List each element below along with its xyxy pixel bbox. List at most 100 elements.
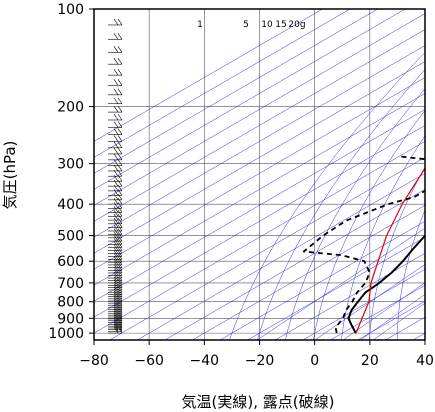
mixing-ratio-label: 5 — [243, 20, 249, 30]
wind-barb — [117, 301, 123, 308]
y-tick-label: 800 — [57, 295, 84, 311]
wind-barb — [113, 228, 119, 235]
x-tick-label: −60 — [134, 353, 164, 369]
temperature-line — [347, 234, 425, 334]
wind-barb — [117, 58, 123, 65]
wind-barb — [117, 321, 123, 329]
wind-barb — [113, 314, 119, 321]
isotherm-line — [94, 9, 351, 158]
y-tick-label: 200 — [57, 100, 84, 116]
isotherm-line — [94, 29, 425, 222]
wind-barb — [117, 113, 123, 121]
mixing-ratio-label: 15 — [275, 20, 286, 30]
wind-barb — [113, 310, 119, 318]
wind-barb — [113, 189, 119, 196]
wind-barb — [117, 159, 123, 166]
dewpoint-line — [302, 155, 425, 334]
dry-adiabat-line — [285, 88, 425, 340]
wind-barbs — [108, 9, 123, 334]
mixing-ratio-lines — [257, 227, 425, 340]
isotherm-line — [94, 13, 425, 206]
wind-barb — [113, 128, 119, 135]
wind-barb — [117, 197, 123, 205]
isotherm-line — [247, 236, 425, 340]
wind-barb — [113, 294, 119, 302]
wind-barb — [113, 105, 119, 113]
wind-barb — [117, 283, 123, 291]
wind-barb — [113, 202, 119, 209]
x-tick-label: 20 — [361, 353, 379, 369]
y-tick-label: 500 — [57, 229, 84, 245]
wind-barb — [117, 290, 123, 297]
y-tick-label: 700 — [57, 276, 84, 292]
wind-barb — [113, 164, 119, 172]
wind-barb — [113, 206, 119, 213]
dry-adiabat-line — [229, 52, 425, 340]
wind-barb — [117, 33, 123, 40]
wind-barb — [117, 210, 123, 217]
wind-barb — [117, 79, 123, 86]
wind-barb — [113, 68, 119, 76]
wind-barb — [113, 213, 119, 221]
wind-barb — [117, 18, 123, 26]
mixing-ratio-label: 10 — [261, 20, 273, 30]
wind-barb — [117, 147, 123, 155]
isotherm-line — [94, 109, 425, 302]
mixing-ratio-labels: 1 5 10 15 20g — [197, 20, 305, 30]
wind-barb — [113, 210, 119, 217]
wind-barb — [117, 46, 123, 53]
isotherm-line — [385, 316, 425, 340]
wind-barb — [113, 46, 119, 53]
wind-barb — [113, 97, 119, 104]
wind-barb — [117, 296, 123, 304]
wind-barb — [113, 153, 119, 161]
isotherm-line — [109, 157, 425, 340]
wind-barb — [113, 299, 119, 306]
isotherm-line — [219, 220, 425, 340]
mixing-ratio-label: 1 — [197, 20, 203, 30]
mixing-ratio-label: 20g — [288, 20, 305, 30]
x-tick-label: 0 — [310, 353, 319, 369]
wind-barb — [117, 135, 123, 142]
wind-barb — [117, 320, 123, 327]
wind-barb — [113, 231, 119, 238]
isotherm-line — [94, 45, 425, 238]
dry-adiabat-line — [424, 311, 425, 340]
wind-barb — [113, 79, 119, 86]
isotherm-line — [94, 9, 378, 174]
dry-adiabat-lines — [229, 52, 425, 340]
wind-barb — [117, 312, 123, 320]
wind-barb — [117, 308, 123, 316]
wind-barb — [113, 264, 119, 271]
wind-barb — [113, 307, 119, 314]
wind-barb — [113, 113, 119, 121]
isotherm-line — [94, 9, 323, 142]
mixing-ratio-line — [342, 282, 425, 340]
wind-barb — [113, 141, 119, 148]
wind-barb — [117, 221, 123, 228]
wind-barb — [117, 68, 123, 76]
x-tick-label: −80 — [79, 353, 109, 369]
wind-barb — [121, 9, 122, 10]
wind-barb — [117, 231, 123, 238]
wind-barb — [117, 105, 123, 113]
y-tick-label: 300 — [57, 157, 84, 173]
wind-barb — [113, 193, 119, 201]
x-tick-label: −40 — [190, 353, 220, 369]
wind-barb — [117, 294, 123, 302]
wind-barb — [117, 206, 123, 213]
x-tick-label: 40 — [416, 353, 434, 369]
wind-barb — [113, 303, 119, 310]
dry-adiabat-line — [341, 135, 425, 340]
wind-barb — [113, 147, 119, 155]
dry-adiabat-line — [369, 166, 425, 340]
isotherm-line — [94, 61, 425, 254]
wind-barb — [117, 310, 123, 318]
wind-barb — [113, 283, 119, 291]
wind-barb — [117, 141, 123, 148]
isotherm-line — [94, 125, 425, 318]
dry-adiabat-line — [397, 209, 425, 340]
wind-barb — [117, 307, 123, 314]
wind-barb — [113, 320, 119, 327]
